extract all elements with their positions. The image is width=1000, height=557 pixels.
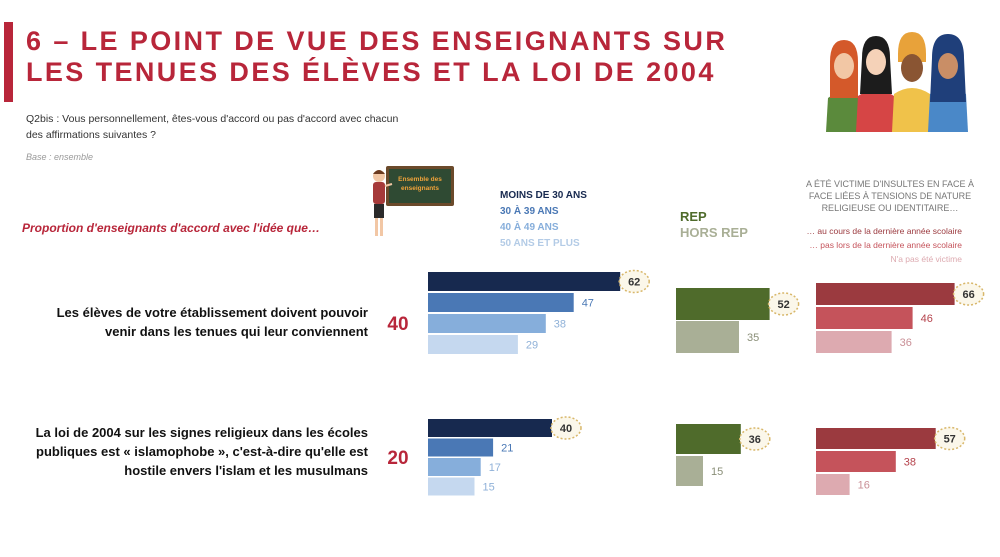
age-legend: MOINS DE 30 ANS 30 À 39 ANS 40 À 49 ANS … — [500, 188, 587, 252]
statement-1-overall: 40 — [387, 314, 409, 335]
statement-1-line-2: venir dans les tenues qui leur convienne… — [105, 324, 368, 339]
value-circle-s1-victim-last-year — [952, 282, 985, 306]
value-s2-30-39: 21 — [501, 443, 513, 455]
victim-heading-line-2: FACE LIÉES À TENSIONS DE NATURE — [808, 191, 972, 201]
board-line-2: enseignants — [401, 185, 439, 192]
question-line-2: des affirmations suivantes ? — [26, 129, 156, 141]
value-circle-s2-victim-last-year — [933, 426, 966, 451]
value-circle-s1-rep — [767, 292, 800, 316]
question-line-1: Q2bis : Vous personnellement, êtes-vous … — [26, 113, 399, 125]
bar-s2-victim-not-last-year — [816, 451, 896, 472]
title-line-1: 6 – LE POINT DE VUE DES ENSEIGNANTS SUR — [26, 26, 728, 56]
statement-2-overall: 20 — [387, 448, 409, 469]
legend-victim-last-year: … au cours de la dernière année scolaire — [806, 226, 962, 236]
legend-age-under-30: MOINS DE 30 ANS — [500, 190, 587, 201]
title-accent-bar — [4, 22, 13, 102]
title-line-2: LES TENUES DES ÉLÈVES ET LA LOI DE 2004 — [26, 57, 716, 87]
bar-s2-40-49 — [428, 458, 481, 476]
value-s1-rep: 52 — [777, 299, 789, 311]
legend-age-30-39: 30 À 39 ANS — [500, 206, 559, 217]
value-circle-s2-under-30 — [550, 416, 582, 440]
legend-age-50-plus: 50 ANS ET PLUS — [500, 238, 580, 249]
bar-s1-50-plus — [428, 335, 518, 354]
bar-s2-50-plus — [428, 477, 475, 496]
value-s2-40-49: 17 — [489, 462, 501, 474]
value-circle-s2-rep — [739, 427, 771, 451]
bar-s1-40-49 — [428, 314, 546, 333]
victim-heading-line-1: A ÉTÉ VICTIME D'INSULTES EN FACE À — [805, 179, 975, 189]
bar-s2-hors-rep — [676, 456, 703, 486]
value-s2-victim-last-year: 57 — [944, 434, 956, 446]
bar-s1-not-victim — [816, 331, 892, 353]
legend-victim-not-last-year: … pas lors de la dernière année scolaire — [809, 240, 962, 250]
victim-heading-line-3: RELIGIEUSE OU IDENTITAIRE… — [821, 203, 959, 213]
bar-s1-under-30 — [428, 272, 621, 291]
statement-1-line-1: Les élèves de votre établissement doiven… — [56, 305, 368, 320]
value-s1-not-victim: 36 — [900, 337, 912, 349]
value-s1-hors-rep: 35 — [747, 332, 759, 344]
base-note: Base : ensemble — [26, 152, 94, 162]
statement-2-label: La loi de 2004 sur les signes religieux … — [10, 423, 368, 480]
value-s1-victim-last-year: 66 — [962, 289, 974, 301]
value-s1-40-49: 38 — [554, 319, 566, 331]
value-s1-50-plus: 29 — [526, 340, 538, 352]
bar-s2-victim-last-year — [816, 428, 936, 449]
statement-2-line-2: publiques est « islamophobe », c'est-à-d… — [36, 444, 368, 459]
bar-s2-rep — [676, 424, 741, 454]
bar-s1-victim-not-last-year — [816, 307, 913, 329]
value-s1-under-30: 62 — [628, 277, 640, 289]
legend-not-victim: N'a pas été victime — [890, 254, 962, 264]
teacher-illustration: Ensemble des enseignants — [373, 166, 454, 236]
value-s1-30-39: 47 — [582, 298, 594, 310]
statement-2-line-3: hostile envers l'islam et les musulmans — [124, 463, 368, 478]
value-s2-50-plus: 15 — [483, 482, 495, 494]
board-line-1: Ensemble des — [398, 176, 442, 183]
value-s2-hors-rep: 15 — [711, 466, 723, 478]
statement-1-label: Les élèves de votre établissement doiven… — [10, 303, 368, 341]
legend-age-40-49: 40 À 49 ANS — [500, 222, 559, 233]
value-s2-under-30: 40 — [560, 423, 572, 435]
people-illustration — [826, 32, 968, 132]
bar-s2-not-victim — [816, 474, 850, 495]
bar-s1-victim-last-year — [816, 283, 955, 305]
question-text: Q2bis : Vous personnellement, êtes-vous … — [26, 111, 446, 143]
statement-2-line-1: La loi de 2004 sur les signes religieux … — [35, 425, 368, 440]
value-circle-s1-under-30 — [618, 269, 650, 294]
legend-hors-rep: HORS REP — [680, 225, 748, 240]
bar-s1-rep — [676, 288, 770, 320]
legend-rep: REP — [680, 209, 707, 224]
bar-s2-30-39 — [428, 438, 494, 457]
page-title: 6 – LE POINT DE VUE DES ENSEIGNANTS SUR … — [26, 26, 786, 88]
rep-legend: REP HORS REP — [680, 209, 748, 241]
value-s2-rep: 36 — [749, 434, 761, 446]
bar-s2-under-30 — [428, 419, 552, 437]
value-s2-victim-not-last-year: 38 — [904, 457, 916, 469]
value-s2-not-victim: 16 — [858, 480, 870, 492]
victim-legend: A ÉTÉ VICTIME D'INSULTES EN FACE À FACE … — [800, 178, 980, 266]
bar-s1-30-39 — [428, 293, 574, 312]
value-s1-victim-not-last-year: 46 — [921, 313, 933, 325]
chart-subtitle: Proportion d'enseignants d'accord avec l… — [22, 221, 320, 235]
bar-s1-hors-rep — [676, 321, 739, 353]
